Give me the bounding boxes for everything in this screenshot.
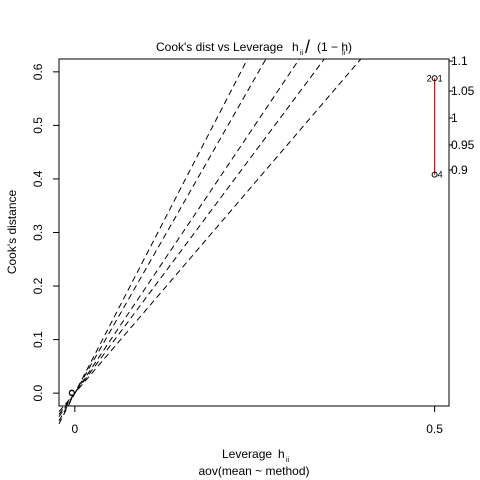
y-tick-label: 0.3 bbox=[31, 224, 45, 241]
right-tick-label: 0.95 bbox=[451, 138, 475, 152]
y-axis-label: Cook's distance bbox=[5, 190, 19, 275]
title-formula-close: ) bbox=[348, 40, 352, 54]
origin-point bbox=[68, 389, 75, 396]
title-formula-slash: / bbox=[305, 37, 310, 57]
data-point bbox=[431, 171, 438, 178]
right-tick-label: 0.9 bbox=[451, 163, 468, 177]
y-axis: 0.0 0.1 0.2 0.3 0.4 0.5 0.6 bbox=[31, 63, 59, 401]
x-axis-label-symbol: h bbox=[278, 447, 285, 461]
y-tick-label: 0.1 bbox=[31, 331, 45, 348]
contour-line-4 bbox=[58, 58, 325, 415]
x-axis-sublabel: aov(mean ~ method) bbox=[198, 464, 309, 478]
cook-contours bbox=[58, 58, 362, 425]
point-label: 2 bbox=[427, 73, 432, 83]
data-point bbox=[431, 75, 438, 82]
right-tick-label: 1 bbox=[451, 111, 458, 125]
right-tick-label: 1.1 bbox=[451, 54, 468, 68]
point-label: 4 bbox=[438, 170, 443, 180]
y-tick-label: 0.4 bbox=[31, 170, 45, 187]
y-tick-label: 0.0 bbox=[31, 384, 45, 401]
y-tick-label: 0.6 bbox=[31, 63, 45, 80]
title-formula-sub: ii bbox=[300, 50, 304, 57]
right-tick-label: 1.05 bbox=[451, 84, 475, 98]
x-axis-label: Leverage h ii bbox=[222, 447, 290, 464]
y-tick-label: 0.2 bbox=[31, 277, 45, 294]
contour-line-2 bbox=[58, 58, 267, 422]
right-axis: 1.1 1.05 1 0.95 0.9 bbox=[449, 54, 475, 177]
title-main: Cook's dist vs Leverage bbox=[156, 40, 283, 54]
plot-frame bbox=[58, 58, 450, 407]
point-label: 1 bbox=[438, 73, 443, 83]
title-formula-den: (1 − h bbox=[317, 40, 348, 54]
x-axis-label-text: Leverage bbox=[222, 447, 272, 461]
x-axis: 0 0.5 bbox=[71, 406, 443, 436]
contour-line-1 bbox=[58, 58, 248, 425]
data-points: 2 1 4 bbox=[68, 73, 443, 397]
x-tick-label: 0.5 bbox=[426, 422, 443, 436]
x-tick-label: 0 bbox=[71, 422, 78, 436]
x-axis-label-subscript: ii bbox=[286, 457, 290, 464]
title-formula-h: h bbox=[292, 40, 299, 54]
title-formula-den-sub: ii bbox=[342, 50, 346, 57]
contour-line-5 bbox=[58, 58, 362, 412]
chart-title: Cook's dist vs Leverage h ii / (1 − h ii… bbox=[156, 37, 352, 57]
y-tick-label: 0.5 bbox=[31, 117, 45, 134]
contour-line-3 bbox=[58, 58, 300, 417]
